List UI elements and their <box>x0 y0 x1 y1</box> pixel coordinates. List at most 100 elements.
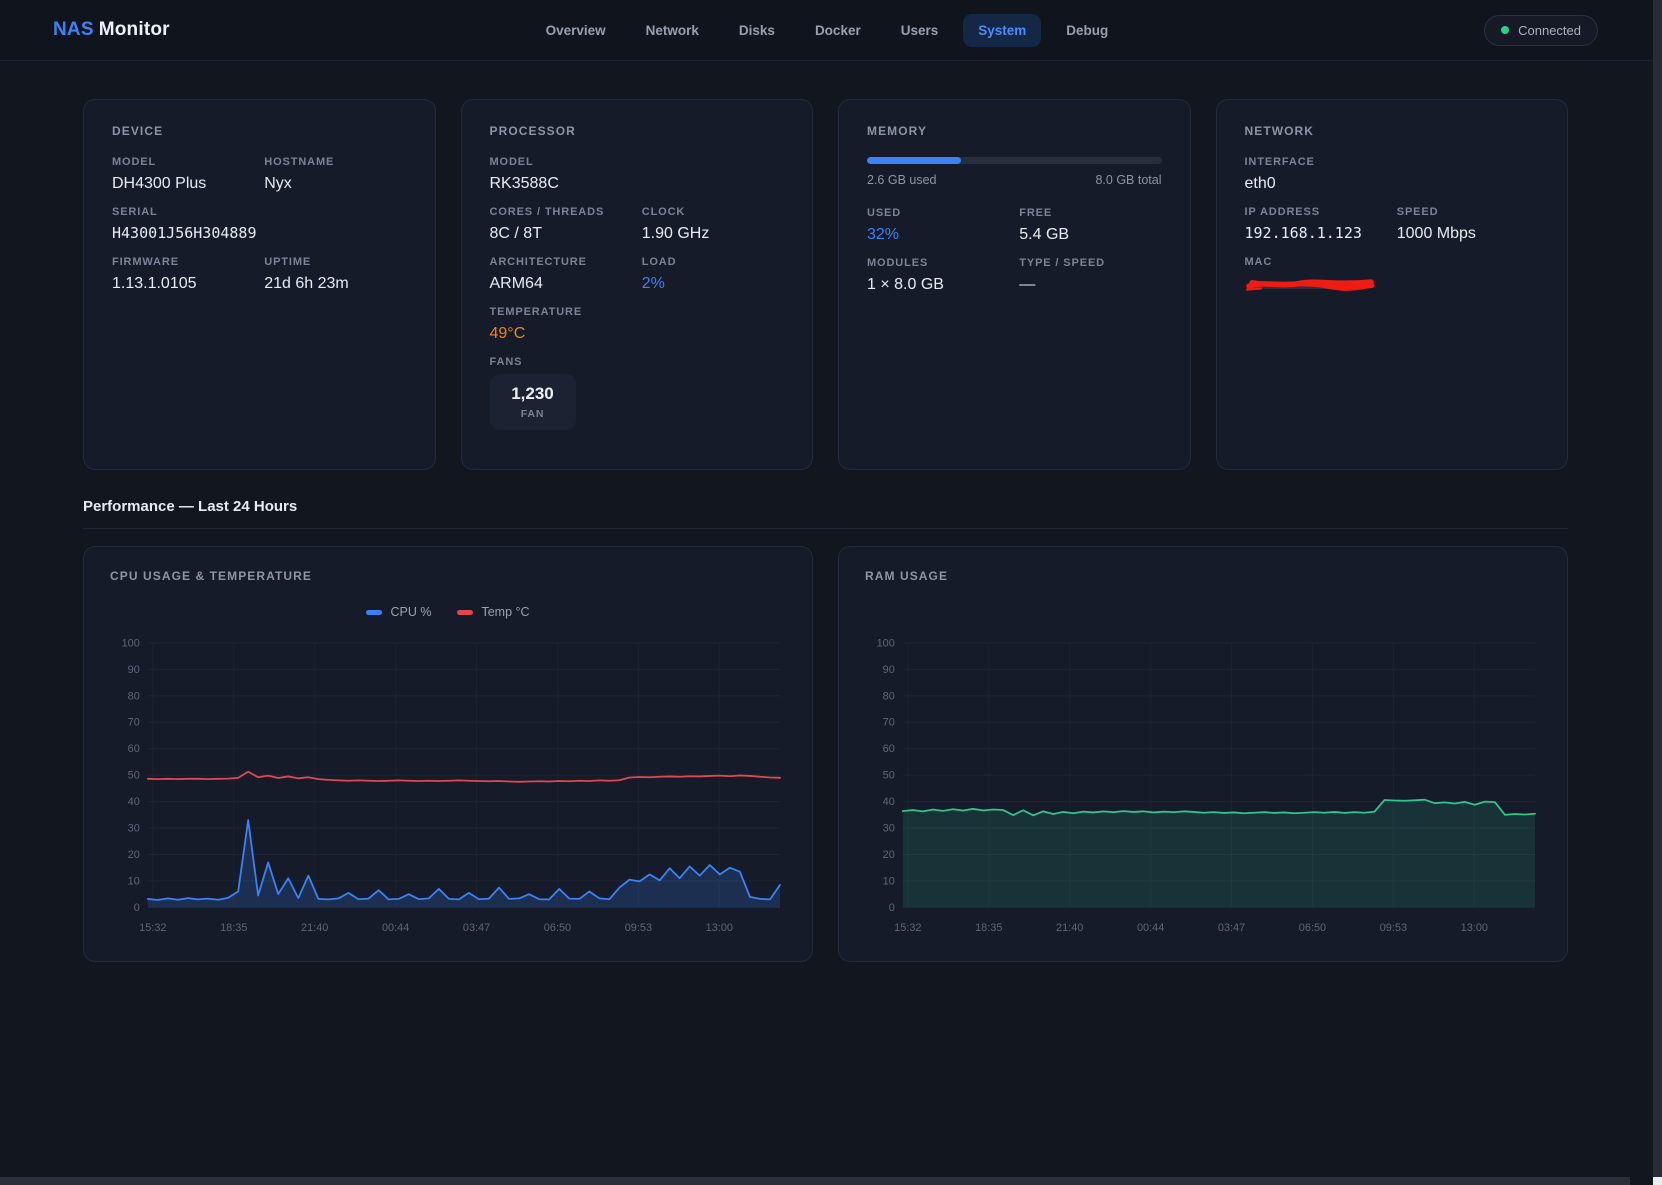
cpu-architecture-field: ARCHITECTURE ARM64 <box>490 257 632 293</box>
network-card: NETWORK INTERFACE eth0 IP ADDRESS 192.16… <box>1216 99 1569 470</box>
svg-text:90: 90 <box>883 664 895 676</box>
device-model-field: MODEL DH4300 Plus <box>112 157 254 193</box>
memory-modules-field: MODULES 1 × 8.0 GB <box>867 258 1009 294</box>
svg-text:70: 70 <box>883 717 895 729</box>
device-uptime-field: UPTIME 21d 6h 23m <box>264 257 406 293</box>
ram-chart-title: RAM USAGE <box>865 569 1541 583</box>
svg-text:70: 70 <box>128 717 140 729</box>
legend-item: Temp °C <box>457 605 529 619</box>
cpu-chart-legend: CPU % Temp °C <box>110 602 786 622</box>
svg-text:60: 60 <box>128 743 140 755</box>
cpu-clock-field: CLOCK 1.90 GHz <box>642 207 784 243</box>
legend-item: CPU % <box>366 605 431 619</box>
ram-line-chart: 010203040506070809010015:3218:3521:4000:… <box>865 631 1541 947</box>
nav-item-system[interactable]: System <box>963 14 1041 47</box>
svg-text:100: 100 <box>122 637 140 649</box>
nav-item-network[interactable]: Network <box>631 14 714 47</box>
cpu-temp-line-chart: 010203040506070809010015:3218:3521:4000:… <box>110 631 786 947</box>
network-interface-field: INTERFACE eth0 <box>1245 157 1540 193</box>
brand-secondary: Monitor <box>99 19 170 40</box>
memory-usage-bar <box>867 157 1162 164</box>
mac-redaction-scribble-icon <box>1245 274 1375 291</box>
memory-used-label: 2.6 GB used <box>867 173 937 187</box>
svg-text:20: 20 <box>128 849 140 861</box>
connection-status-label: Connected <box>1518 23 1581 38</box>
cpu-model-field: MODEL RK3588C <box>490 157 785 193</box>
app-logo: NASMonitor <box>53 19 170 41</box>
fan-speed-box: 1,230 FAN <box>490 374 576 430</box>
nav-item-docker[interactable]: Docker <box>800 14 876 47</box>
svg-text:18:35: 18:35 <box>220 922 247 934</box>
svg-text:20: 20 <box>883 849 895 861</box>
svg-text:03:47: 03:47 <box>1218 922 1245 934</box>
network-mac-field: MAC <box>1245 257 1540 291</box>
cpu-temperature-field: TEMPERATURE 49°C <box>490 307 785 343</box>
svg-text:10: 10 <box>128 875 140 887</box>
svg-text:90: 90 <box>128 664 140 676</box>
svg-text:15:32: 15:32 <box>139 922 166 934</box>
fan-unit-label: FAN <box>511 408 555 420</box>
mac-address-redacted <box>1245 274 1375 291</box>
svg-text:21:40: 21:40 <box>1056 922 1083 934</box>
legend-swatch-icon <box>366 610 382 615</box>
brand-primary: NAS <box>53 19 94 40</box>
system-info-cards: DEVICE MODEL DH4300 Plus HOSTNAME Nyx SE… <box>83 99 1568 470</box>
device-serial-field: SERIAL H43001J56H304889 <box>112 207 407 243</box>
svg-text:15:32: 15:32 <box>894 922 921 934</box>
performance-section-title: Performance — Last 24 Hours <box>83 498 1568 515</box>
memory-used-percent-field: USED 32% <box>867 208 1009 244</box>
device-card: DEVICE MODEL DH4300 Plus HOSTNAME Nyx SE… <box>83 99 436 470</box>
svg-text:10: 10 <box>883 875 895 887</box>
memory-card: MEMORY 2.6 GB used 8.0 GB total USED 32%… <box>838 99 1191 470</box>
svg-text:40: 40 <box>883 796 895 808</box>
cpu-cores-field: CORES / THREADS 8C / 8T <box>490 207 632 243</box>
nav-item-debug[interactable]: Debug <box>1051 14 1123 47</box>
section-divider <box>83 528 1568 529</box>
svg-text:100: 100 <box>877 637 895 649</box>
svg-text:09:53: 09:53 <box>1380 922 1407 934</box>
status-dot-icon <box>1501 26 1509 34</box>
device-card-title: DEVICE <box>112 124 407 138</box>
cpu-load-field: LOAD 2% <box>642 257 784 293</box>
svg-text:21:40: 21:40 <box>301 922 328 934</box>
nav-item-disks[interactable]: Disks <box>724 14 790 47</box>
processor-card: PROCESSOR MODEL RK3588C CORES / THREADS … <box>461 99 814 470</box>
ram-chart-legend <box>865 602 1541 622</box>
svg-text:09:53: 09:53 <box>625 922 652 934</box>
memory-usage-bar-fill <box>867 157 961 164</box>
horizontal-scrollbar[interactable] <box>0 1177 1630 1185</box>
legend-swatch-icon <box>457 610 473 615</box>
svg-text:13:00: 13:00 <box>706 922 733 934</box>
svg-text:30: 30 <box>128 823 140 835</box>
svg-text:0: 0 <box>889 902 895 914</box>
svg-text:80: 80 <box>883 690 895 702</box>
svg-text:50: 50 <box>128 770 140 782</box>
nav-item-overview[interactable]: Overview <box>531 14 621 47</box>
svg-text:03:47: 03:47 <box>463 922 490 934</box>
cpu-fans-field: FANS 1,230 FAN <box>490 357 785 430</box>
svg-text:13:00: 13:00 <box>1461 922 1488 934</box>
memory-type-speed-field: TYPE / SPEED — <box>1019 258 1161 294</box>
memory-card-title: MEMORY <box>867 124 1162 138</box>
nav-item-users[interactable]: Users <box>886 14 954 47</box>
vertical-scrollbar[interactable] <box>1653 0 1662 1177</box>
top-nav: NASMonitor Overview Network Disks Docker… <box>0 0 1662 61</box>
svg-text:80: 80 <box>128 690 140 702</box>
svg-text:06:50: 06:50 <box>544 922 571 934</box>
fan-rpm-value: 1,230 <box>511 384 555 404</box>
cpu-temp-chart-card: CPU USAGE & TEMPERATURE CPU % Temp °C 0 10… <box>83 546 813 962</box>
connection-status-badge: Connected <box>1484 15 1598 46</box>
svg-text:30: 30 <box>883 823 895 835</box>
device-firmware-field: FIRMWARE 1.13.1.0105 <box>112 257 254 293</box>
svg-text:06:50: 06:50 <box>1299 922 1326 934</box>
processor-card-title: PROCESSOR <box>490 124 785 138</box>
cpu-chart-title: CPU USAGE & TEMPERATURE <box>110 569 786 583</box>
network-card-title: NETWORK <box>1245 124 1540 138</box>
device-hostname-field: HOSTNAME Nyx <box>264 157 406 193</box>
memory-free-field: FREE 5.4 GB <box>1019 208 1161 244</box>
svg-text:0: 0 <box>134 902 140 914</box>
ram-chart-card: RAM USAGE 010203040506070809010015:3218:… <box>838 546 1568 962</box>
network-ip-field: IP ADDRESS 192.168.1.123 <box>1245 207 1387 243</box>
network-speed-field: SPEED 1000 Mbps <box>1397 207 1539 243</box>
svg-text:00:44: 00:44 <box>1137 922 1164 934</box>
